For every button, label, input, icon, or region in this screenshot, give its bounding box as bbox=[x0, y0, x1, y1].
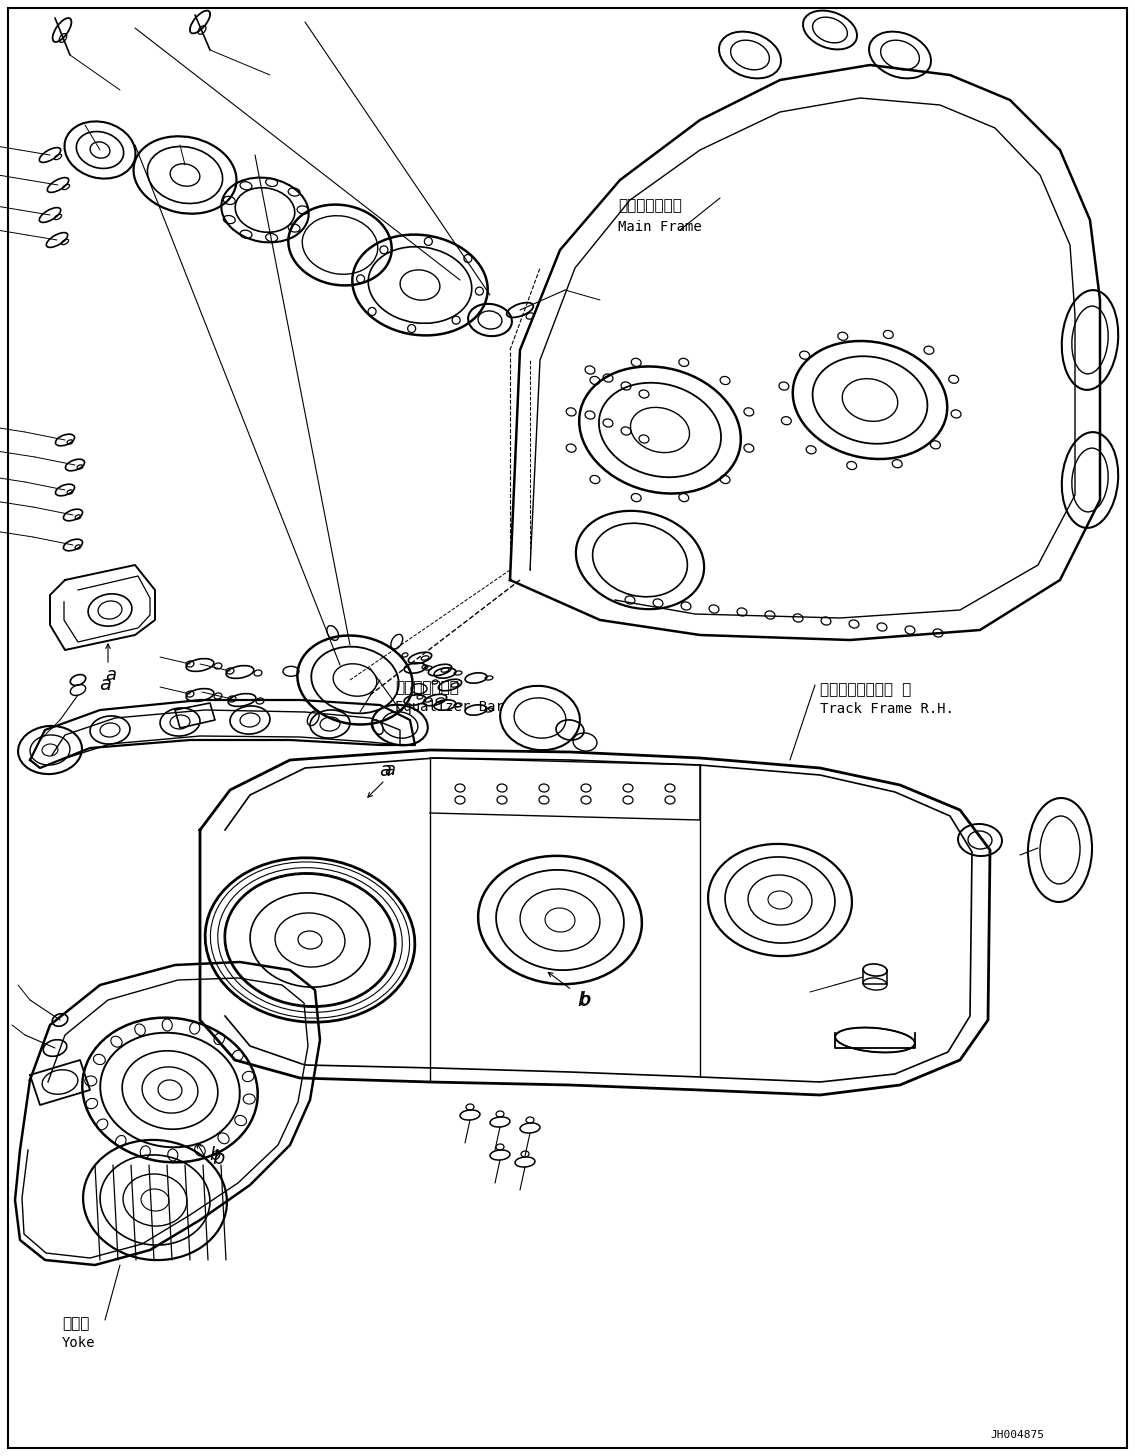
Text: Main Frame: Main Frame bbox=[617, 220, 701, 234]
Text: b: b bbox=[577, 990, 589, 1009]
Text: ヨーク: ヨーク bbox=[62, 1316, 90, 1331]
Text: a: a bbox=[385, 761, 395, 779]
Text: Equalizer Bar: Equalizer Bar bbox=[395, 700, 504, 713]
Text: イコライザバー: イコライザバー bbox=[395, 680, 459, 695]
Text: メインフレーム: メインフレーム bbox=[617, 198, 682, 213]
Text: b: b bbox=[209, 1146, 220, 1163]
Text: a: a bbox=[106, 665, 116, 684]
Text: JH004875: JH004875 bbox=[990, 1430, 1044, 1440]
Text: Track Frame R.H.: Track Frame R.H. bbox=[819, 702, 955, 716]
Text: b: b bbox=[212, 1149, 225, 1168]
Text: a: a bbox=[379, 760, 390, 779]
Text: トラックフレーム 右: トラックフレーム 右 bbox=[819, 681, 911, 697]
Text: a: a bbox=[99, 676, 111, 695]
Text: Yoke: Yoke bbox=[62, 1337, 95, 1350]
Text: b: b bbox=[579, 992, 590, 1009]
